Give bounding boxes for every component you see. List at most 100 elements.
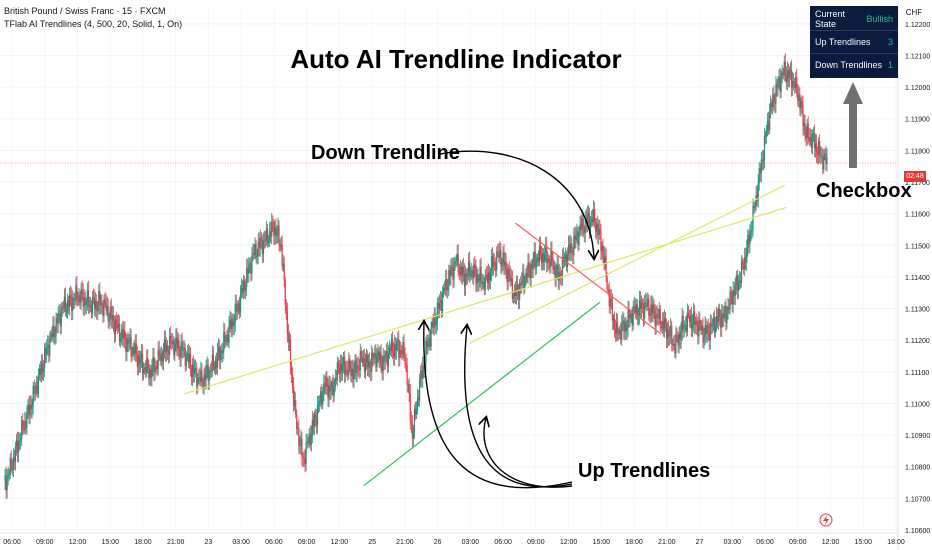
candle (86, 282, 88, 311)
candle (462, 257, 464, 282)
candle-body (241, 288, 244, 293)
candle (463, 263, 466, 296)
candle (506, 263, 508, 291)
candle (741, 257, 744, 270)
candle (641, 298, 644, 314)
candle-body (624, 322, 626, 332)
candle-body (121, 328, 123, 338)
candle (238, 296, 241, 319)
indicator-title[interactable]: TFlab AI Trendlines (4, 500, 20, Solid, … (4, 19, 183, 29)
candle-body (135, 343, 137, 354)
candle (350, 360, 352, 382)
candle (621, 315, 623, 346)
candle (811, 129, 813, 155)
candle (304, 449, 306, 473)
candle (158, 340, 160, 361)
candle (776, 78, 778, 97)
candle (150, 365, 152, 386)
candle-body (150, 369, 152, 378)
candle (258, 232, 260, 257)
candle-body (371, 353, 373, 372)
candle-body (489, 271, 492, 281)
candle (531, 258, 533, 279)
candle-body (177, 340, 179, 348)
candle (10, 450, 12, 474)
candle (511, 270, 513, 303)
candle-body (649, 315, 651, 317)
candle-body (573, 235, 575, 255)
candle-body (530, 264, 532, 279)
candle-body (793, 81, 795, 84)
candle (63, 288, 66, 313)
candle-body (361, 356, 363, 363)
candle-body (441, 292, 444, 311)
candle (178, 334, 180, 361)
candle (556, 255, 558, 280)
candle-body (21, 420, 23, 439)
candle-body (805, 132, 807, 139)
candle-body (509, 275, 511, 282)
candle-body (64, 296, 67, 313)
candle-body (273, 223, 275, 236)
candle-body (397, 339, 399, 342)
candle (132, 342, 134, 358)
price-tick-label: 1.11600 (905, 212, 930, 219)
candle-body (205, 368, 207, 381)
candle (45, 342, 47, 364)
candle-body (533, 251, 535, 261)
candle-body (370, 368, 372, 372)
candle-body (636, 304, 638, 317)
candle (291, 367, 294, 394)
candle (498, 243, 500, 263)
candle (386, 341, 388, 374)
candle (503, 243, 505, 275)
candle (716, 308, 719, 329)
candle-body (728, 307, 730, 310)
candle-body (773, 94, 775, 103)
candle-body (460, 266, 462, 276)
candle-body (7, 474, 9, 479)
candle (712, 312, 715, 331)
candle-body (311, 420, 313, 436)
candle-body (372, 353, 374, 359)
candle (668, 320, 670, 346)
candle-body (390, 339, 393, 352)
candle (519, 278, 521, 310)
candle-body (634, 306, 636, 314)
candle (806, 118, 808, 146)
candle (725, 299, 727, 331)
candle (207, 358, 209, 391)
candle (402, 336, 404, 359)
candle (177, 331, 179, 357)
candle-body (72, 298, 74, 311)
candle-body (650, 304, 652, 316)
candle (372, 347, 374, 367)
candle (382, 347, 384, 381)
candle (808, 128, 810, 147)
candle (217, 337, 220, 361)
candle-body (730, 291, 732, 298)
candle (715, 306, 718, 332)
symbol-title[interactable]: British Pound / Swiss Franc · 15 · FXCM (4, 6, 166, 16)
candle-body (163, 339, 166, 351)
candle (259, 229, 261, 257)
candle-body (329, 384, 331, 391)
candle-body (343, 356, 345, 365)
candle (248, 257, 250, 283)
candle (745, 247, 747, 271)
candle (253, 244, 255, 260)
candle-body (179, 350, 181, 358)
status-label: Current State (815, 9, 846, 29)
candle (441, 286, 444, 317)
candle-body (258, 241, 260, 248)
candle (682, 310, 684, 339)
candle (802, 95, 804, 136)
candle-body (631, 313, 633, 326)
candle-body (516, 284, 519, 291)
candle-body (810, 137, 812, 148)
down-trendline (515, 222, 662, 335)
candle-body (579, 224, 581, 233)
candle (157, 341, 159, 376)
candle-body (750, 231, 752, 233)
